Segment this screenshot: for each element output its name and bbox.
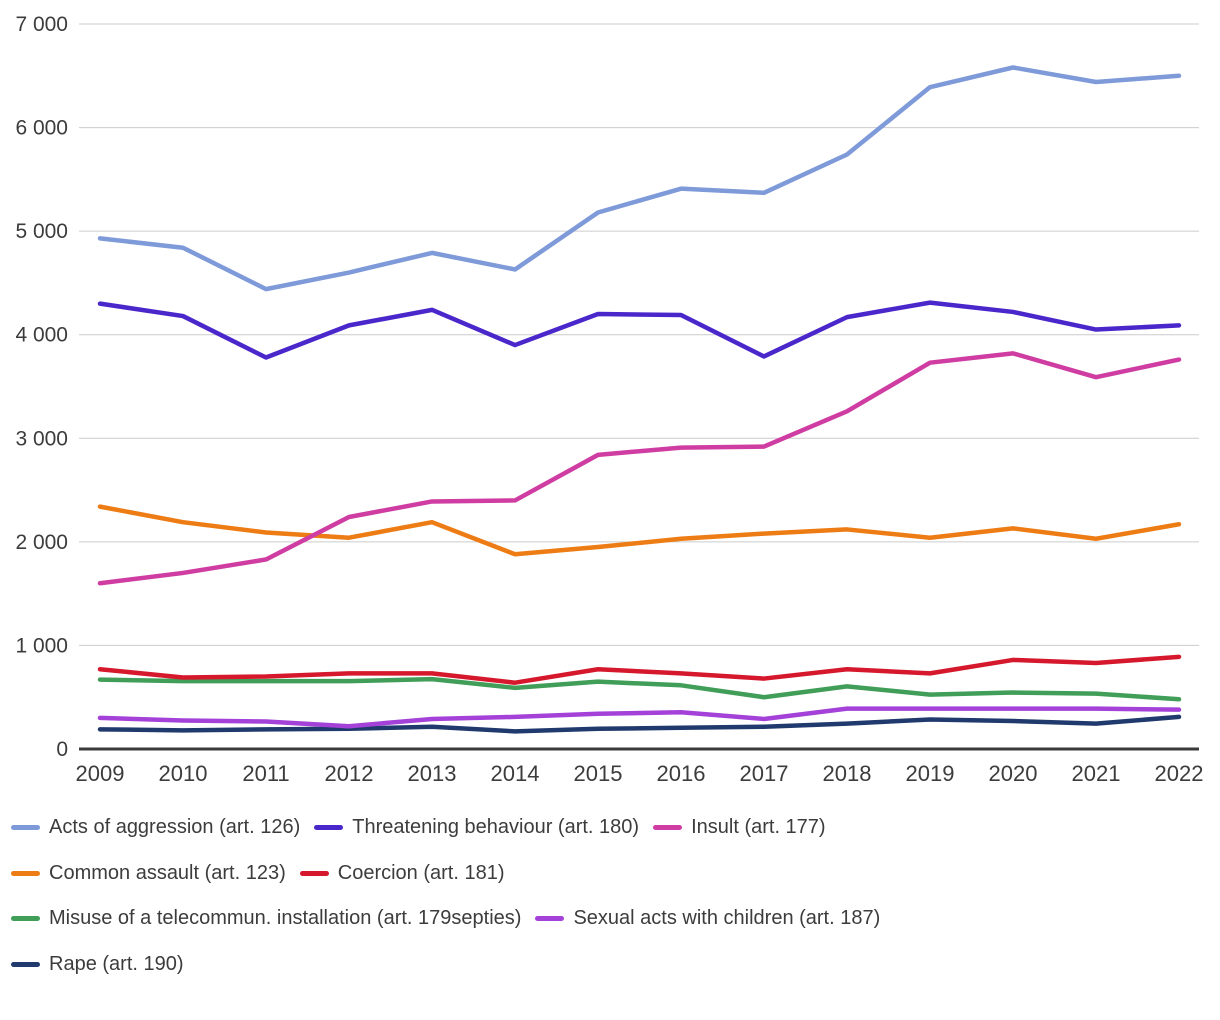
legend-swatch-icon: [535, 916, 565, 922]
x-tick-label: 2010: [159, 761, 208, 786]
legend-item: Coercion (art. 181): [299, 861, 505, 885]
series-line: [97, 504, 1182, 557]
x-tick-label: 2017: [740, 761, 789, 786]
legend-label: Threatening behaviour (art. 180): [352, 816, 640, 839]
legend-swatch-icon: [11, 870, 40, 876]
legend-row: Misuse of a telecommun. installation (ar…: [11, 896, 1220, 942]
series-line: [97, 351, 1182, 586]
legend-label: Coercion (art. 181): [337, 861, 505, 884]
x-tick-label: 2013: [408, 761, 457, 786]
y-tick-label: 1 000: [15, 634, 68, 657]
series-line: [97, 714, 1182, 734]
series-line: [97, 654, 1182, 685]
legend-row: Rape (art. 190): [11, 942, 1220, 988]
legend-row: Acts of aggression (art. 126) Threatening…: [11, 805, 1220, 851]
legend-swatch-icon: [11, 916, 40, 922]
x-tick-label: 2015: [574, 761, 623, 786]
y-tick-label: 2 000: [15, 531, 68, 554]
x-tick-label: 2020: [989, 761, 1038, 786]
legend-item: Insult (art. 177): [653, 816, 826, 839]
x-tick-label: 2022: [1155, 761, 1204, 786]
x-tick-label: 2012: [325, 761, 374, 786]
x-tick-label: 2018: [823, 761, 872, 786]
legend-label: Sexual acts with children (art. 187): [573, 907, 881, 930]
series-line: [97, 65, 1182, 292]
legend-swatch-icon: [314, 825, 344, 831]
y-tick-label: 5 000: [15, 220, 68, 243]
x-tick-label: 2016: [657, 761, 706, 786]
legend-item: Acts of aggression (art. 126): [11, 816, 300, 839]
legend-swatch-icon: [11, 961, 40, 967]
legend-swatch-icon: [11, 825, 40, 831]
legend-label: Misuse of a telecommun. installation (ar…: [49, 907, 522, 930]
x-tick-label: 2009: [76, 761, 125, 786]
series-line: [97, 300, 1182, 360]
series-line: [97, 706, 1182, 729]
y-tick-label: 4 000: [15, 324, 68, 347]
y-tick-label: 3 000: [15, 427, 68, 450]
y-tick-label: 0: [56, 738, 68, 761]
legend-item: Threatening behaviour (art. 180): [314, 816, 639, 839]
legend-item: Sexual acts with children (art. 187): [535, 907, 880, 930]
legend-item: Common assault (art. 123): [11, 862, 286, 885]
legend-label: Insult (art. 177): [691, 816, 826, 839]
x-tick-label: 2014: [491, 761, 540, 786]
y-tick-label: 7 000: [15, 13, 68, 36]
series-line: [97, 676, 1182, 702]
legend-item: Misuse of a telecommun. installation (ar…: [11, 907, 521, 930]
legend-swatch-icon: [653, 825, 683, 831]
plot-area: 0 1 000 2 000 3 000 4 000 5 000 6 000 7 000 2009…: [15, 13, 1204, 786]
legend-item: Rape (art. 190): [11, 953, 184, 976]
legend-label: Common assault (art. 123): [49, 861, 286, 884]
x-tick-label: 2021: [1072, 761, 1121, 786]
x-tick-label: 2019: [906, 761, 955, 786]
chart-legend: Acts of aggression (art. 126) Threatening…: [11, 805, 1220, 987]
offences-line-chart: 0 1 000 2 000 3 000 4 000 5 000 6 000 7 000 2009…: [11, 13, 1220, 987]
legend-label: Rape (art. 190): [49, 952, 184, 975]
legend-label: Acts of aggression (art. 126): [49, 816, 301, 839]
x-tick-label: 2011: [242, 761, 289, 786]
legend-swatch-icon: [299, 870, 329, 876]
y-tick-label: 6 000: [15, 117, 68, 140]
legend-row: Common assault (art. 123) Coercion (art. …: [11, 851, 1220, 897]
